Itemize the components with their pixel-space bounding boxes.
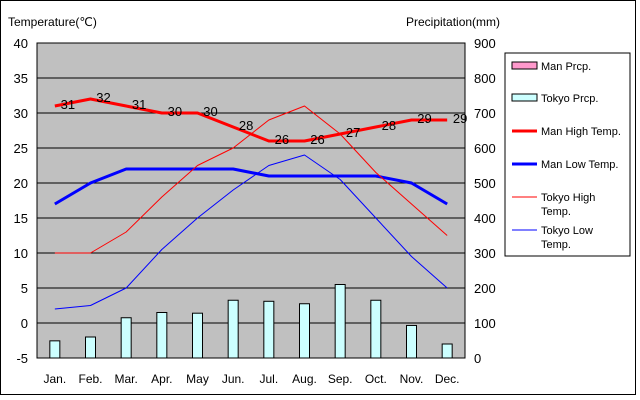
right-tick-label: 200 <box>474 281 496 296</box>
month-label: Sep. <box>328 372 353 386</box>
legend-swatch <box>511 93 538 102</box>
precip-bar <box>263 300 275 359</box>
legend-label: Temp. <box>541 239 571 251</box>
legend-label: Tokyo High <box>541 192 595 204</box>
data-label: 29 <box>417 111 431 126</box>
month-label: May <box>186 372 209 386</box>
precip-bar <box>85 336 96 359</box>
temp-line <box>54 105 448 254</box>
right-tick-label: 600 <box>474 141 496 156</box>
right-tick-label: 300 <box>474 246 496 261</box>
left-tick-label: 10 <box>14 246 28 261</box>
data-label: 32 <box>96 90 110 105</box>
data-label: 30 <box>168 104 182 119</box>
legend-label: Man High Temp. <box>541 126 621 138</box>
left-axis-title: Temperature(℃) <box>8 15 97 29</box>
left-tick-label: 30 <box>14 106 28 121</box>
data-label: 27 <box>346 125 360 140</box>
left-tick-label: 25 <box>14 141 28 156</box>
temp-line <box>54 154 448 310</box>
data-label: 31 <box>132 97 146 112</box>
left-tick-label: 35 <box>14 71 28 86</box>
month-label: Oct. <box>365 372 387 386</box>
legend-label: Tokyo Prcp. <box>541 93 598 105</box>
right-tick-label: 700 <box>474 106 496 121</box>
precip-bar <box>406 324 417 359</box>
right-tick-label: 400 <box>474 211 496 226</box>
legend-label: Man Low Temp. <box>541 159 618 171</box>
month-label: Feb. <box>78 372 102 386</box>
plot-background <box>36 42 466 359</box>
legend: Man Prcp. Tokyo Prcp. Man High Temp. Man Lo… <box>504 52 631 257</box>
right-tick-label: 900 <box>474 36 496 51</box>
data-label: 30 <box>203 104 217 119</box>
month-label: Mar. <box>114 372 137 386</box>
precip-bar <box>299 303 310 359</box>
legend-box <box>504 52 631 257</box>
month-label: Jun. <box>222 372 245 386</box>
left-tick-label: 20 <box>14 176 28 191</box>
right-tick-label: 100 <box>474 316 496 331</box>
right-tick-label: 800 <box>474 71 496 86</box>
left-tick-label: 5 <box>21 281 28 296</box>
left-tick-label: 40 <box>14 36 28 51</box>
left-tick-label: 0 <box>21 316 28 331</box>
legend-swatch <box>511 61 538 70</box>
precip-bar <box>334 284 346 359</box>
plot-area: -505101520253035400100200300400500600700… <box>14 36 496 386</box>
precip-bar <box>370 299 382 359</box>
precip-bar <box>120 317 132 359</box>
left-tick-label: -5 <box>16 351 28 366</box>
month-label: Jan. <box>43 372 66 386</box>
precip-bar <box>192 312 203 359</box>
data-label: 26 <box>275 132 289 147</box>
right-tick-label: 0 <box>474 351 481 366</box>
precip-bar <box>49 340 61 359</box>
legend-label: Tokyo Low <box>541 225 593 237</box>
data-label: 28 <box>239 118 253 133</box>
precip-bar <box>441 343 453 359</box>
month-label: Aug. <box>292 372 317 386</box>
right-tick-label: 500 <box>474 176 496 191</box>
precip-bar <box>227 299 239 359</box>
data-label: 28 <box>382 118 396 133</box>
month-label: Apr. <box>151 372 172 386</box>
month-label: Dec. <box>435 372 460 386</box>
legend-label: Man Prcp. <box>541 61 591 73</box>
data-label: 29 <box>453 111 467 126</box>
legend-label: Temp. <box>541 206 571 218</box>
precip-bar <box>156 312 168 359</box>
left-tick-label: 15 <box>14 211 28 226</box>
month-label: Nov. <box>400 372 424 386</box>
data-label: 26 <box>310 132 324 147</box>
data-label: 31 <box>61 97 75 112</box>
month-label: Jul. <box>259 372 278 386</box>
right-axis-title: Precipitation(mm) <box>406 15 500 29</box>
